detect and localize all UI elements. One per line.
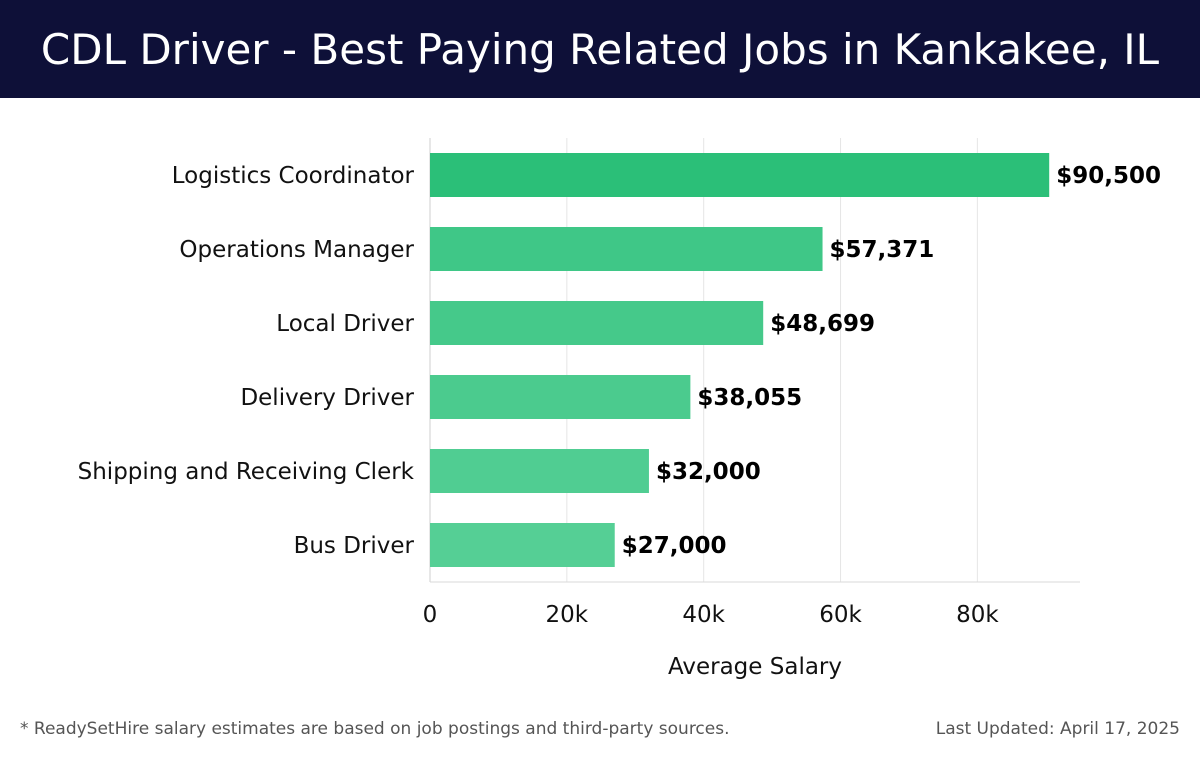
x-tick-label: 80k <box>956 602 999 628</box>
value-label: $38,055 <box>697 385 802 411</box>
category-label: Operations Manager <box>179 237 414 263</box>
bar <box>430 523 615 567</box>
x-tick-label: 0 <box>423 602 438 628</box>
category-label: Shipping and Receiving Clerk <box>78 459 415 485</box>
category-labels: Logistics Coordinator Operations Manager L… <box>78 163 415 559</box>
bars <box>430 153 1050 567</box>
value-label: $57,371 <box>830 237 935 263</box>
value-label: $90,500 <box>1056 163 1161 189</box>
value-label: $27,000 <box>622 533 727 559</box>
x-tick-label: 20k <box>546 602 589 628</box>
x-tick-label: 40k <box>682 602 725 628</box>
grid-lines <box>429 138 1080 583</box>
bar <box>430 301 764 345</box>
footer-note: * ReadySetHire salary estimates are base… <box>20 719 730 739</box>
category-label: Bus Driver <box>294 533 415 559</box>
salary-bar-chart: Logistics Coordinator Operations Manager L… <box>78 138 1161 680</box>
chart-title: CDL Driver - Best Paying Related Jobs in… <box>40 24 1160 74</box>
value-labels: $90,500 $57,371 $48,699 $38,055 $32,000 $27,0… <box>622 163 1161 559</box>
bar <box>430 375 691 419</box>
last-updated: Last Updated: April 17, 2025 <box>935 719 1180 739</box>
category-label: Delivery Driver <box>240 385 414 411</box>
title-bar: CDL Driver - Best Paying Related Jobs in… <box>0 0 1200 98</box>
value-label: $48,699 <box>770 311 875 337</box>
x-axis-title: Average Salary <box>668 654 842 680</box>
category-label: Logistics Coordinator <box>172 163 415 189</box>
value-label: $32,000 <box>656 459 761 485</box>
bar <box>430 449 649 493</box>
x-tick-labels: 0 20k 40k 60k 80k <box>423 602 1000 628</box>
x-tick-label: 60k <box>819 602 862 628</box>
bar <box>430 153 1050 197</box>
bar <box>430 227 823 271</box>
category-label: Local Driver <box>276 311 414 337</box>
